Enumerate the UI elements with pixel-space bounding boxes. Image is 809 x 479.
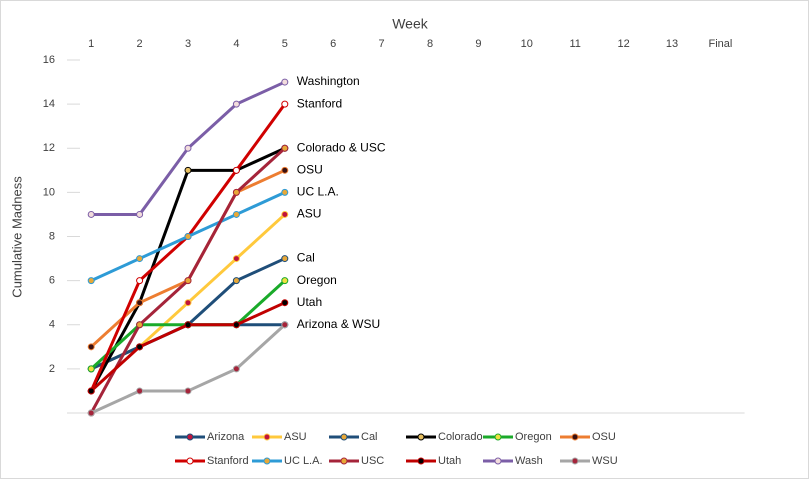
legend-label: Utah xyxy=(438,455,461,467)
x-tick-label: 1 xyxy=(88,38,94,50)
y-tick-label: 2 xyxy=(49,363,55,375)
x-tick-label: 12 xyxy=(617,38,629,50)
x-tick-label: 6 xyxy=(330,38,336,50)
annotation: Stanford xyxy=(297,96,342,110)
legend-label: Arizona xyxy=(207,431,245,443)
data-point xyxy=(87,277,95,285)
legend-label: Cal xyxy=(361,431,378,443)
data-point xyxy=(232,100,240,108)
data-point xyxy=(232,277,240,285)
y-tick-label: 4 xyxy=(49,319,55,331)
annotation: UC L.A. xyxy=(297,185,339,199)
data-point xyxy=(87,343,95,351)
x-tick-label: 3 xyxy=(185,38,191,50)
y-tick-label: 8 xyxy=(49,230,55,242)
legend-label: Stanford xyxy=(207,455,249,467)
data-point xyxy=(87,409,95,417)
y-axis-label: Cumulative Madness xyxy=(9,176,24,298)
annotation: Washington xyxy=(297,74,360,88)
x-tick-label: 7 xyxy=(379,38,385,50)
legend-label: UC L.A. xyxy=(284,455,323,467)
legend-marker xyxy=(186,457,194,465)
data-point xyxy=(184,144,192,152)
data-point xyxy=(136,387,144,395)
data-point xyxy=(232,321,240,329)
legend-label: OSU xyxy=(592,431,616,443)
legend-marker xyxy=(186,433,194,441)
x-tick-label: 4 xyxy=(233,38,239,50)
data-point xyxy=(281,78,289,86)
legend-label: USC xyxy=(361,455,384,467)
annotation: Utah xyxy=(297,295,322,309)
data-point xyxy=(232,166,240,174)
data-point xyxy=(232,210,240,218)
data-point xyxy=(281,100,289,108)
data-point xyxy=(281,255,289,263)
legend-label: Colorado xyxy=(438,431,483,443)
data-point xyxy=(136,255,144,263)
data-point xyxy=(87,210,95,218)
chart-title: Week xyxy=(392,16,429,32)
data-point xyxy=(281,277,289,285)
legend-marker xyxy=(417,433,425,441)
data-point xyxy=(136,210,144,218)
annotation: ASU xyxy=(297,207,322,221)
data-point xyxy=(184,299,192,307)
data-point xyxy=(232,188,240,196)
x-tick-label: Final xyxy=(708,38,732,50)
legend-label: WSU xyxy=(592,455,618,467)
data-point xyxy=(136,321,144,329)
data-point xyxy=(232,255,240,263)
data-point xyxy=(184,277,192,285)
annotation: OSU xyxy=(297,162,323,176)
data-point xyxy=(184,166,192,174)
data-point xyxy=(281,210,289,218)
y-tick-label: 12 xyxy=(43,142,55,154)
y-tick-label: 6 xyxy=(49,275,55,287)
legend-marker xyxy=(494,433,502,441)
y-tick-label: 10 xyxy=(43,186,55,198)
x-tick-label: 13 xyxy=(666,38,678,50)
data-point xyxy=(281,144,289,152)
data-point xyxy=(136,299,144,307)
data-point xyxy=(281,166,289,174)
x-tick-label: 9 xyxy=(475,38,481,50)
legend-marker xyxy=(571,433,579,441)
x-tick-label: 10 xyxy=(521,38,533,50)
legend-label: ASU xyxy=(284,431,307,443)
legend-marker xyxy=(494,457,502,465)
annotation: Cal xyxy=(297,251,315,265)
annotation: Arizona & WSU xyxy=(297,317,380,331)
data-point xyxy=(281,188,289,196)
x-tick-label: 8 xyxy=(427,38,433,50)
legend-marker xyxy=(263,457,271,465)
annotation: Colorado & USC xyxy=(297,140,386,154)
data-point xyxy=(184,321,192,329)
data-point xyxy=(87,365,95,373)
legend-marker xyxy=(340,433,348,441)
data-point xyxy=(281,299,289,307)
y-tick-label: 16 xyxy=(43,54,55,66)
legend-marker xyxy=(263,433,271,441)
data-point xyxy=(281,321,289,329)
y-tick-label: 14 xyxy=(43,98,55,110)
legend-label: Wash xyxy=(515,455,543,467)
data-point xyxy=(136,277,144,285)
legend-marker xyxy=(417,457,425,465)
data-point xyxy=(232,365,240,373)
x-tick-label: 2 xyxy=(137,38,143,50)
legend-marker xyxy=(571,457,579,465)
data-point xyxy=(87,387,95,395)
legend-label: Oregon xyxy=(515,431,552,443)
annotation: Oregon xyxy=(297,273,337,287)
data-point xyxy=(136,343,144,351)
legend-marker xyxy=(340,457,348,465)
data-point xyxy=(184,233,192,240)
data-point xyxy=(184,387,192,395)
x-tick-label: 5 xyxy=(282,38,288,50)
x-tick-label: 11 xyxy=(569,38,580,50)
